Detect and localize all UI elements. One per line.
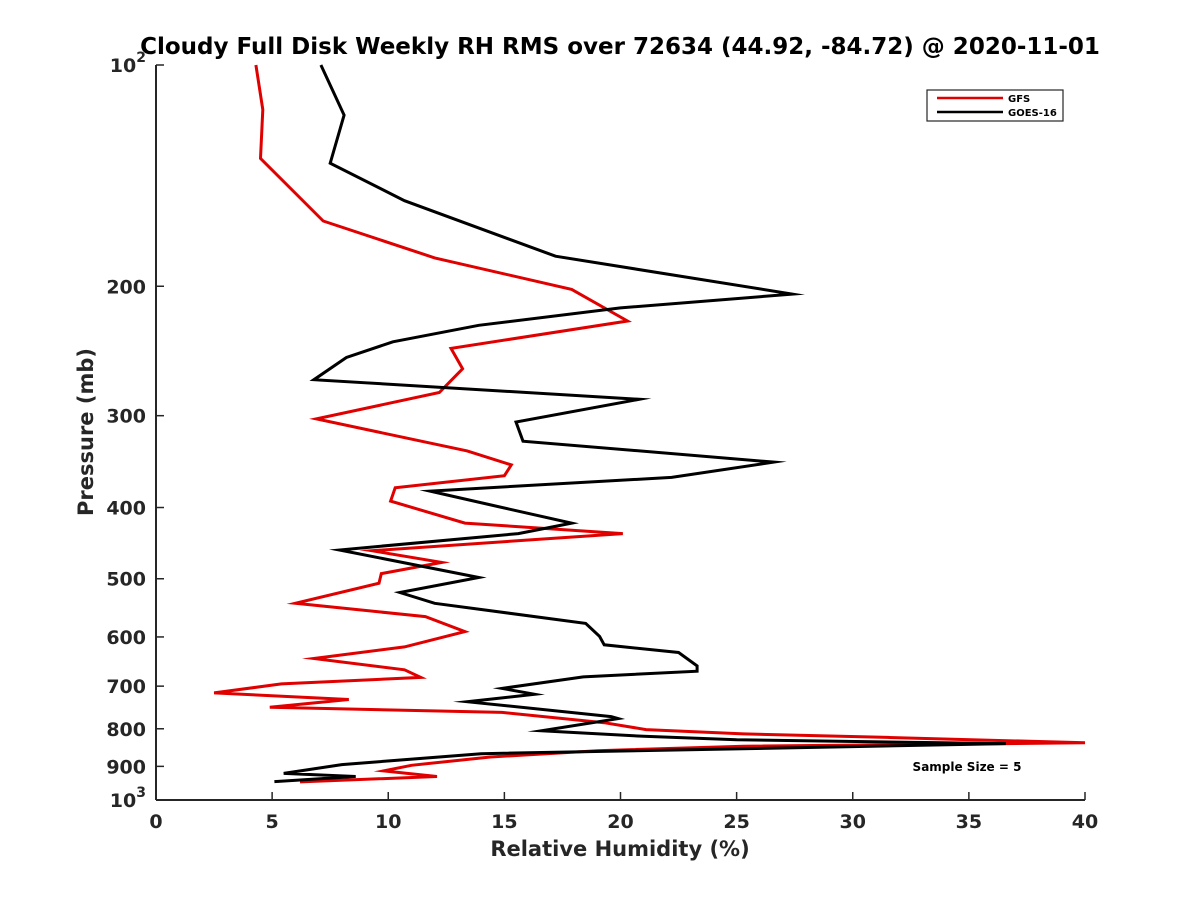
legend: GFS GOES-16: [926, 89, 1064, 122]
legend-box: [926, 89, 1064, 122]
x-tick-label: 40: [1072, 811, 1098, 833]
y-tick-label: 300: [106, 406, 146, 428]
y-tick-label: 900: [106, 756, 146, 778]
x-tick-label: 35: [956, 811, 982, 833]
series-gfs: [213, 64, 1086, 784]
plot-area: 0 5 10 15 20 25 30 35 40 102 200 300 400 500 600 700 800…: [106, 50, 1098, 833]
y-tick-label: 800: [106, 719, 146, 741]
x-tick-label: 25: [723, 811, 749, 833]
y-tick-label: 500: [106, 569, 146, 591]
y-tick-label: 700: [106, 676, 146, 698]
x-tick-label: 20: [607, 811, 633, 833]
y-tick-label: 400: [106, 498, 146, 520]
legend-label: GFS: [1008, 94, 1030, 105]
chart-title: Cloudy Full Disk Weekly RH RMS over 7263…: [140, 34, 1100, 60]
series-line: [274, 64, 1007, 784]
x-tick-label: 5: [266, 811, 279, 833]
y-tick-label: 200: [106, 276, 146, 298]
y-tick-label: 600: [106, 627, 146, 649]
y-tick-label: 102: [110, 50, 146, 77]
series-line: [213, 64, 1086, 784]
legend-label: GOES-16: [1008, 108, 1057, 119]
y-tick-label: 103: [110, 785, 146, 812]
ticks: 0 5 10 15 20 25 30 35 40 102 200 300 400 500 600 700 800…: [106, 50, 1098, 833]
series-lines: [213, 64, 1086, 784]
x-tick-label: 0: [149, 811, 162, 833]
x-tick-label: 30: [840, 811, 866, 833]
x-tick-label: 15: [491, 811, 517, 833]
x-axis-label: Relative Humidity (%): [490, 837, 749, 861]
x-tick-label: 10: [375, 811, 401, 833]
series-goes-16: [274, 64, 1007, 784]
legend-items: GFS GOES-16: [937, 94, 1057, 119]
sample-size-annotation: Sample Size = 5: [913, 760, 1022, 774]
y-axis-label: Pressure (mb): [74, 348, 98, 516]
